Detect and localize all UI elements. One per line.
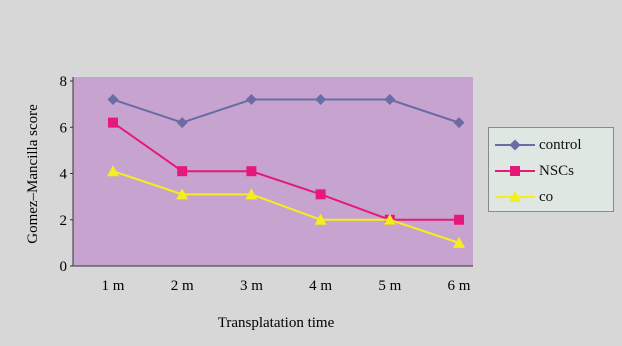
- legend-item: co: [495, 184, 607, 210]
- x-tick-label: 1 m: [102, 278, 125, 294]
- legend-swatch: [495, 138, 535, 152]
- data-point: [383, 213, 396, 225]
- series-line: [112, 98, 460, 124]
- data-point: [245, 188, 258, 200]
- y-tick-label: 4: [60, 167, 68, 183]
- legend-swatch: [495, 190, 535, 204]
- x-tick-label: 5 m: [378, 278, 401, 294]
- y-axis-label: Gomez–Mancilla score: [25, 104, 41, 244]
- data-point: [315, 189, 326, 200]
- data-point: [108, 117, 118, 128]
- data-point: [176, 117, 188, 129]
- data-point: [176, 188, 189, 200]
- x-axis-label: Transplatation time: [218, 315, 335, 331]
- data-point: [453, 117, 465, 129]
- x-tick-label: 6 m: [448, 278, 471, 294]
- data-point: [177, 166, 188, 177]
- series-control: [107, 94, 465, 129]
- data-point: [246, 166, 257, 177]
- x-ticks: 1 m 2 m 3 m 4 m 5 m 6 m: [102, 278, 471, 294]
- series-line: [112, 170, 460, 244]
- legend: control NSCs co: [488, 127, 614, 212]
- series-co: [107, 165, 465, 248]
- x-tick-label: 3 m: [240, 278, 263, 294]
- x-tick-label: 4 m: [309, 278, 332, 294]
- y-tick-label: 0: [60, 259, 68, 275]
- data-point: [107, 165, 119, 177]
- data-point: [384, 94, 396, 105]
- y-tick-label: 8: [60, 74, 68, 90]
- legend-item: control: [495, 132, 607, 158]
- legend-label: control: [539, 136, 582, 153]
- data-point: [453, 236, 465, 248]
- y-tick-label: 6: [60, 120, 68, 136]
- y-tick-label: 2: [60, 213, 68, 229]
- series-line: [112, 121, 459, 221]
- data-point: [245, 94, 257, 105]
- legend-item: NSCs: [495, 158, 607, 184]
- legend-marker: [509, 139, 521, 151]
- legend-marker: [509, 191, 521, 202]
- legend-label: co: [539, 188, 554, 205]
- data-point: [454, 214, 464, 225]
- x-tick-label: 2 m: [171, 278, 194, 294]
- data-point: [107, 94, 119, 105]
- data-point: [314, 213, 327, 225]
- y-ticks: 0 2 4 6 8: [60, 74, 73, 275]
- series-layer: [107, 94, 465, 248]
- legend-label: NSCs: [539, 162, 575, 179]
- data-point: [315, 94, 327, 105]
- legend-swatch: [495, 164, 535, 178]
- legend-marker: [510, 166, 520, 176]
